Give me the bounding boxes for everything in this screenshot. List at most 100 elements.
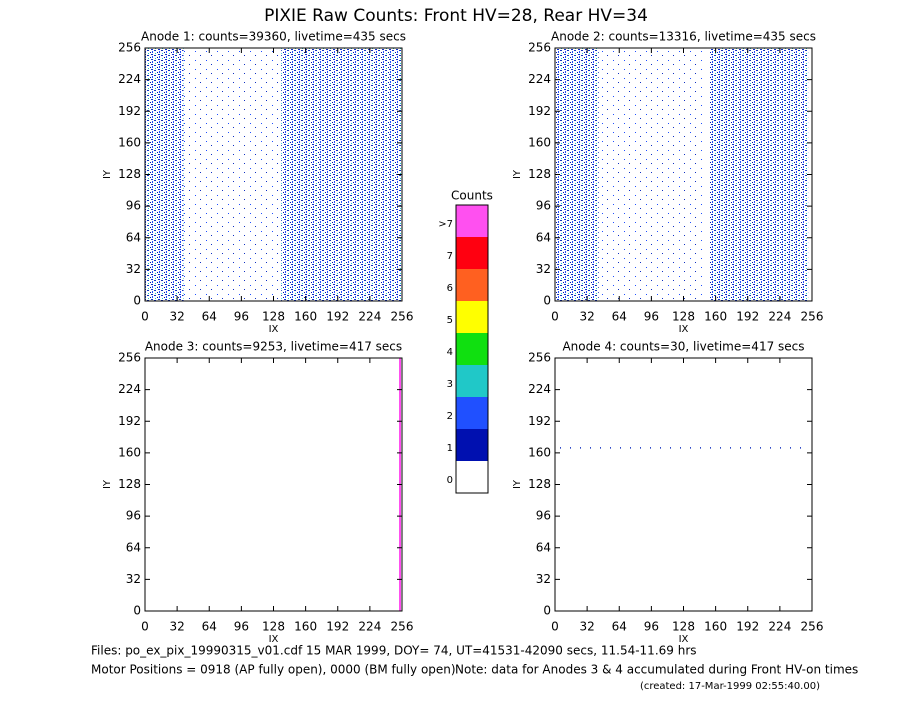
colorbar-swatch: [456, 205, 488, 237]
x-tick-label: 96: [644, 620, 659, 634]
figure-title: PIXIE Raw Counts: Front HV=28, Rear HV=3…: [264, 6, 648, 26]
x-tick-label: 224: [768, 620, 791, 634]
x-tick-label: 160: [294, 620, 317, 634]
y-tick-label: 160: [528, 135, 551, 149]
colorbar-swatch: [456, 301, 488, 333]
x-axis-label: IX: [679, 324, 689, 335]
y-tick-label: 224: [528, 72, 551, 86]
y-tick-label: 96: [536, 199, 551, 213]
x-tick-label: 64: [612, 620, 627, 634]
x-tick-label: 64: [202, 620, 217, 634]
x-tick-label: 160: [704, 620, 727, 634]
y-tick-label: 256: [118, 351, 141, 365]
y-tick-label: 224: [118, 382, 141, 396]
count-texture: [281, 48, 402, 301]
colorbar-frame: [455, 204, 489, 494]
x-tick-label: 0: [551, 310, 559, 324]
panel-title: Anode 1: counts=39360, livetime=435 secs: [141, 30, 406, 44]
y-tick-label: 128: [528, 167, 551, 181]
y-tick-label: 96: [126, 199, 141, 213]
x-tick-label: 128: [672, 310, 695, 324]
x-tick-label: 128: [262, 310, 285, 324]
x-tick-label: 0: [141, 620, 149, 634]
colorbar-label: 1: [447, 443, 453, 454]
colorbar-swatch: [456, 333, 488, 365]
colorbar-label: 5: [447, 315, 453, 326]
colorbar-label: 3: [447, 379, 453, 390]
y-tick-label: 0: [133, 604, 141, 618]
count-texture: [555, 48, 599, 301]
y-tick-label: 64: [536, 230, 551, 244]
x-tick-label: 0: [551, 620, 559, 634]
x-tick-label: 128: [262, 620, 285, 634]
colorbar-swatch: [456, 365, 488, 397]
count-texture: [598, 48, 705, 301]
count-texture: [145, 48, 184, 301]
panel-title: Anode 4: counts=30, livetime=417 secs: [562, 340, 804, 354]
x-tick-label: 96: [234, 620, 249, 634]
x-tick-label: 192: [736, 620, 759, 634]
y-tick-label: 224: [528, 382, 551, 396]
y-tick-label: 128: [118, 477, 141, 491]
x-axis-label: IX: [269, 324, 279, 335]
panel-title: Anode 2: counts=13316, livetime=435 secs: [551, 30, 816, 44]
y-tick-label: 96: [536, 509, 551, 523]
colorbar-label: 7: [447, 251, 453, 262]
x-tick-label: 256: [801, 620, 824, 634]
x-tick-label: 256: [391, 310, 414, 324]
count-texture: [709, 48, 809, 301]
x-tick-label: 256: [801, 310, 824, 324]
y-axis-label: IY: [512, 169, 523, 179]
colorbar-swatch: [456, 397, 488, 429]
footer-motor: Motor Positions = 0918 (AP fully open), …: [91, 663, 456, 677]
footer-files: Files: po_ex_pix_19990315_v01.cdf 15 MAR…: [91, 644, 697, 658]
y-tick-label: 128: [528, 477, 551, 491]
x-tick-label: 96: [234, 310, 249, 324]
x-tick-label: 128: [672, 620, 695, 634]
colorbar-title: Counts: [451, 189, 493, 203]
colorbar-label: 4: [447, 347, 453, 358]
y-tick-label: 32: [126, 572, 141, 586]
x-tick-label: 96: [644, 310, 659, 324]
x-tick-label: 256: [391, 620, 414, 634]
colorbar-label: >7: [438, 219, 453, 230]
x-tick-label: 224: [358, 310, 381, 324]
y-tick-label: 32: [126, 262, 141, 276]
x-tick-label: 64: [202, 310, 217, 324]
footer-created: (created: 17-Mar-1999 02:55:40.00): [640, 681, 820, 692]
colorbar-swatch: [456, 269, 488, 301]
y-tick-label: 192: [528, 104, 551, 118]
x-tick-label: 160: [294, 310, 317, 324]
y-tick-label: 192: [118, 414, 141, 428]
y-tick-label: 128: [118, 167, 141, 181]
x-axis-label: IX: [679, 634, 689, 645]
y-tick-label: 160: [118, 445, 141, 459]
y-axis-label: IY: [512, 479, 523, 489]
colorbar-label: 0: [447, 475, 453, 486]
y-axis-label: IY: [102, 169, 113, 179]
y-tick-label: 256: [528, 351, 551, 365]
colorbar-label: 6: [447, 283, 453, 294]
y-tick-label: 64: [126, 230, 141, 244]
y-tick-label: 0: [543, 294, 551, 308]
x-tick-label: 32: [169, 620, 184, 634]
y-tick-label: 192: [528, 414, 551, 428]
y-tick-label: 96: [126, 509, 141, 523]
x-tick-label: 32: [579, 620, 594, 634]
y-tick-label: 64: [536, 540, 551, 554]
x-tick-label: 160: [704, 310, 727, 324]
x-tick-label: 224: [358, 620, 381, 634]
panel-title: Anode 3: counts=9253, livetime=417 secs: [145, 340, 402, 354]
y-tick-label: 32: [536, 262, 551, 276]
x-tick-label: 64: [612, 310, 627, 324]
colorbar-swatch: [456, 461, 488, 493]
colorbar-swatch: [456, 237, 488, 269]
y-tick-label: 224: [118, 72, 141, 86]
footer-note: Note: data for Anodes 3 & 4 accumulated …: [455, 663, 858, 677]
x-tick-label: 192: [326, 620, 349, 634]
plot-frame: [144, 357, 403, 612]
x-axis-label: IX: [269, 634, 279, 645]
colorbar-label: 2: [447, 411, 453, 422]
y-tick-label: 64: [126, 540, 141, 554]
